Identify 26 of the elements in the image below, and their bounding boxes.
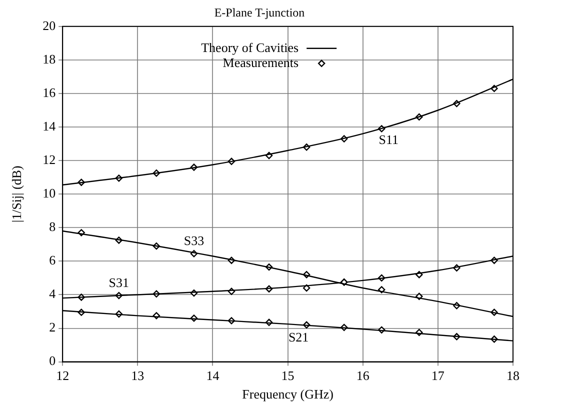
x-tick-label: 16 [356,368,370,384]
y-tick-label: 12 [42,152,56,167]
x-tick-label: 18 [506,368,520,384]
y-axis-title: |1/Sij| (dB) [9,166,24,223]
x-tick-label: 15 [281,368,294,384]
y-tick-label: 18 [42,51,56,66]
x-tick-label: 14 [206,368,220,384]
y-tick-label: 10 [42,186,56,201]
annotation: S11 [378,132,399,148]
annotation: S33 [184,233,204,248]
y-tick-label: 16 [42,84,56,100]
legend-label: Measurements [222,54,299,70]
y-tick-label: 6 [49,252,56,268]
legend-label: Theory of Cavities [201,40,299,55]
y-tick-label: 20 [42,18,56,33]
y-tick-label: 2 [49,320,56,335]
chart-title: E-Plane T-junction [214,5,305,20]
y-tick-label: 8 [49,219,56,234]
x-axis-title: Frequency (GHz) [242,386,334,402]
annotation: S31 [108,274,130,290]
annotation: S21 [288,329,309,344]
y-tick-label: 4 [49,286,56,302]
x-tick-label: 17 [431,368,445,384]
y-tick-label: 14 [42,118,56,134]
x-tick-label: 13 [131,368,144,384]
y-tick-label: 0 [49,353,56,368]
